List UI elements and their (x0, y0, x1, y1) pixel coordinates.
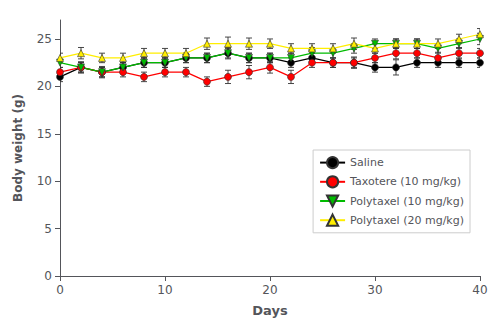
svg-text:25: 25 (37, 32, 52, 46)
svg-text:10: 10 (157, 283, 172, 297)
svg-text:20: 20 (262, 283, 277, 297)
svg-text:Taxotere (10 mg/kg): Taxotere (10 mg/kg) (349, 175, 461, 188)
svg-text:Polytaxel (10 mg/kg): Polytaxel (10 mg/kg) (350, 195, 464, 208)
svg-text:0: 0 (56, 283, 64, 297)
svg-text:5: 5 (44, 222, 52, 236)
svg-text:0: 0 (44, 269, 52, 283)
svg-text:Polytaxel (20 mg/kg): Polytaxel (20 mg/kg) (350, 214, 464, 227)
svg-text:30: 30 (367, 283, 382, 297)
svg-text:Body weight (g): Body weight (g) (11, 94, 25, 202)
svg-text:15: 15 (37, 127, 52, 141)
svg-text:40: 40 (472, 283, 487, 297)
svg-text:Days: Days (252, 303, 288, 318)
svg-text:10: 10 (37, 174, 52, 188)
svg-text:Saline: Saline (350, 156, 384, 169)
svg-text:20: 20 (37, 79, 52, 93)
